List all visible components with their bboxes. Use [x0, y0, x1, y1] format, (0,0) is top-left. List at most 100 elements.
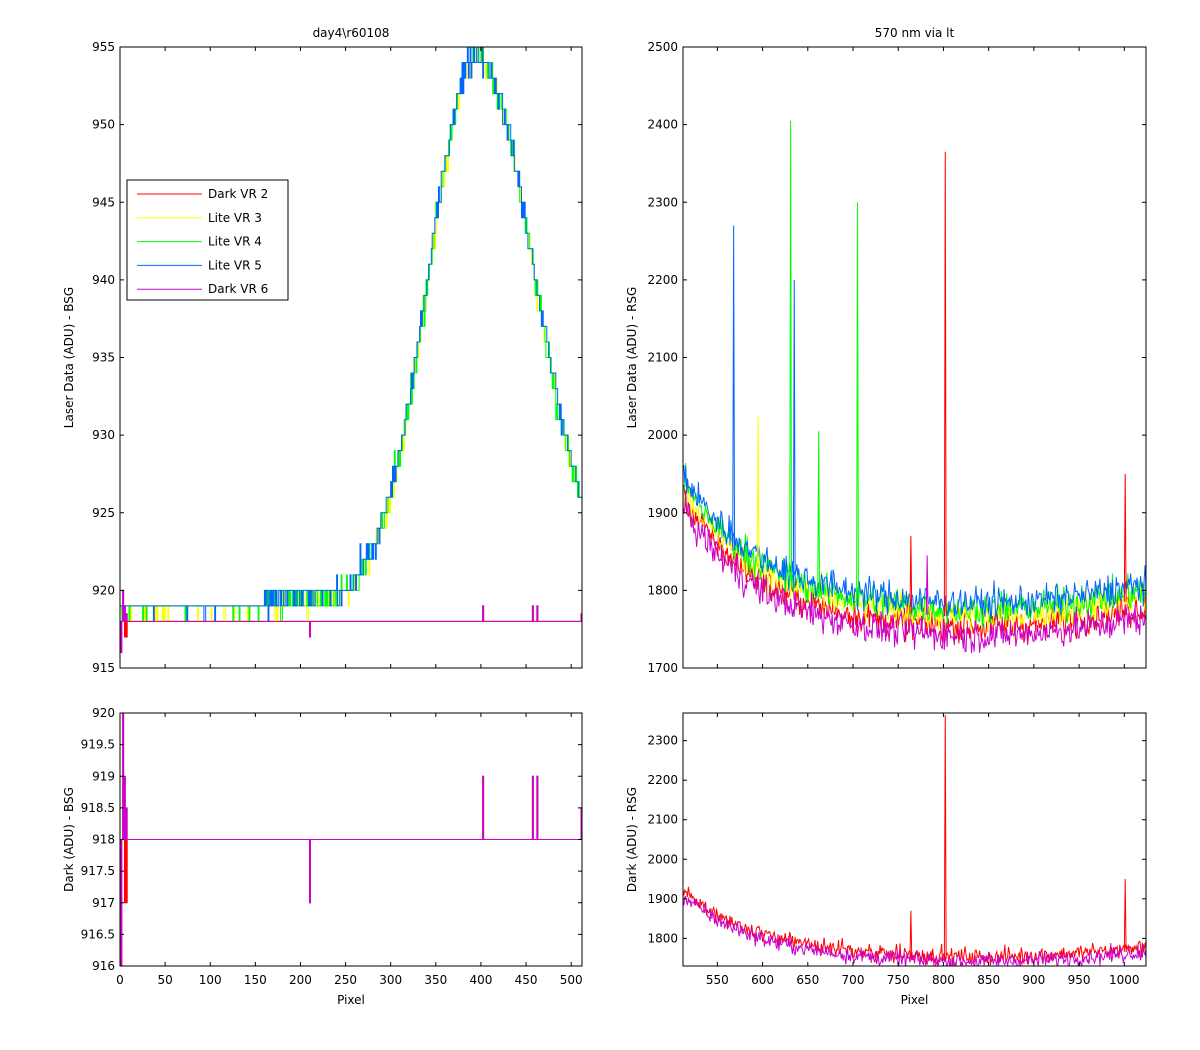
legend-entry: Lite VR 3 — [208, 211, 262, 225]
y-tick-label: 935 — [92, 351, 115, 365]
y-tick-label: 955 — [92, 40, 115, 54]
spike-mark — [909, 536, 913, 614]
y-tick-label: 1900 — [647, 506, 678, 520]
y-tick-label: 2000 — [647, 852, 678, 866]
y-axis-label: Dark (ADU) - RSG — [625, 787, 639, 892]
x-tick-label: 750 — [887, 973, 910, 987]
y-tick-label: 2100 — [647, 813, 678, 827]
x-tick-label: 700 — [842, 973, 865, 987]
plot-area — [682, 712, 1147, 967]
y-tick-label: 915 — [92, 661, 115, 675]
x-tick-label: 800 — [932, 973, 955, 987]
spike-mark — [756, 415, 760, 569]
y-tick-label: 917 — [92, 896, 115, 910]
y-tick-label: 2300 — [647, 195, 678, 209]
y-tick-label: 919.5 — [81, 738, 115, 752]
legend-entry: Lite VR 4 — [208, 235, 262, 249]
chart-bottom-left: 0 50 100 150 200 250 300 350 400 450 500 916 916.5 91… — [62, 706, 583, 1007]
chart-title: 570 nm via lt — [875, 26, 955, 40]
y-tick-label: 945 — [92, 195, 115, 209]
chart-bottom-right: 550 600 650 700 750 800 850 900 950 1000 1800 1900 2… — [625, 712, 1147, 1007]
series-line-lite-vr-5 — [120, 47, 582, 622]
series-line-trace-4 — [683, 490, 1146, 653]
y-axis-label: Laser Data (ADU) - RSG — [625, 287, 639, 429]
y-tick-label: 916.5 — [81, 927, 115, 941]
y-tick-label: 916 — [92, 959, 115, 973]
spike-mark — [1123, 473, 1127, 602]
y-tick-label: 2000 — [647, 428, 678, 442]
y-tick-label: 919 — [92, 769, 115, 783]
spike-mark — [943, 151, 947, 617]
y-tick-label: 920 — [92, 583, 115, 597]
x-tick-label: 1000 — [1109, 973, 1140, 987]
series-line-dark-vr-6 — [120, 589, 582, 653]
y-tick-label: 917.5 — [81, 864, 115, 878]
x-tick-label: 900 — [1022, 973, 1045, 987]
chart-top-right: 1700 1800 1900 2000 2100 2200 2300 2400 2500 570 … — [625, 26, 1147, 675]
x-tick-label: 100 — [199, 973, 222, 987]
y-tick-label: 918.5 — [81, 801, 115, 815]
spike-mark — [732, 225, 736, 551]
series-line-trace-1 — [683, 895, 1146, 966]
x-tick-label: 850 — [977, 973, 1000, 987]
series-group — [683, 714, 1146, 966]
chart-title: day4\r60108 — [313, 26, 390, 40]
x-tick-label: 550 — [706, 973, 729, 987]
legend-entry: Dark VR 6 — [208, 282, 268, 296]
y-tick-label: 925 — [92, 506, 115, 520]
x-tick-label: 150 — [244, 973, 267, 987]
series-line-trace-3 — [683, 464, 1146, 621]
series-group — [120, 713, 582, 966]
x-tick-label: 500 — [560, 973, 583, 987]
x-tick-label: 250 — [334, 973, 357, 987]
spike-mark — [1123, 879, 1127, 953]
x-axis-label: Pixel — [901, 993, 929, 1007]
x-tick-label: 400 — [469, 973, 492, 987]
spike-mark — [856, 202, 859, 606]
y-tick-label: 2100 — [647, 351, 678, 365]
y-tick-label: 2200 — [647, 273, 678, 287]
y-tick-label: 1700 — [647, 661, 678, 675]
spike-mark — [943, 714, 947, 960]
plot-frame — [682, 712, 1147, 967]
x-tick-label: 200 — [289, 973, 312, 987]
x-tick-label: 350 — [424, 973, 447, 987]
y-tick-label: 2300 — [647, 734, 678, 748]
legend-box — [126, 179, 289, 301]
spike-mark — [925, 555, 929, 615]
x-tick-label: 50 — [157, 973, 172, 987]
y-tick-label: 2500 — [647, 40, 678, 54]
y-tick-label: 918 — [92, 833, 115, 847]
x-tick-label: 650 — [796, 973, 819, 987]
y-tick-label: 930 — [92, 428, 115, 442]
x-tick-label: 300 — [379, 973, 402, 987]
y-axis-label: Laser Data (ADU) - BSG — [62, 287, 76, 428]
series-group — [683, 120, 1146, 653]
y-tick-label: 950 — [92, 118, 115, 132]
series-group — [120, 47, 582, 653]
x-tick-label: 450 — [515, 973, 538, 987]
y-tick-label: 1900 — [647, 892, 678, 906]
y-tick-label: 1800 — [647, 583, 678, 597]
series-line-trace-0 — [683, 886, 1146, 966]
y-tick-label: 1800 — [647, 931, 678, 945]
x-tick-label: 0 — [116, 973, 124, 987]
series-line-trace-1 — [120, 713, 582, 966]
x-tick-label: 600 — [751, 973, 774, 987]
y-tick-label: 940 — [92, 273, 115, 287]
y-axis-label: Dark (ADU) - BSG — [62, 787, 76, 892]
spike-mark — [789, 120, 793, 587]
x-tick-label: 950 — [1068, 973, 1091, 987]
x-axis-label: Pixel — [337, 993, 365, 1007]
legend: Dark VR 2 Lite VR 3 Lite VR 4 Lite VR 5 Dark… — [126, 179, 289, 301]
y-tick-label: 2400 — [647, 118, 678, 132]
spike-mark — [817, 431, 821, 597]
chart-top-left: 915 920 925 930 935 940 945 950 955 day4\r60108 La… — [62, 26, 583, 675]
spike-mark — [792, 279, 796, 588]
y-tick-label: 2200 — [647, 773, 678, 787]
spike-mark — [909, 910, 913, 958]
y-tick-label: 920 — [92, 706, 115, 720]
legend-entry: Lite VR 5 — [208, 258, 262, 272]
plot-area — [119, 46, 583, 669]
